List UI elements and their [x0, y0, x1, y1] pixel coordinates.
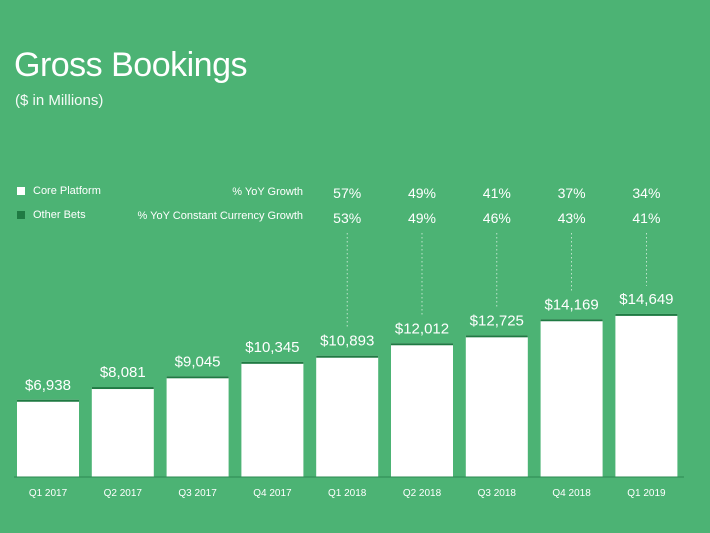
- bar-other-bets: [91, 387, 154, 390]
- x-tick-label: Q3 2017: [178, 488, 217, 499]
- x-tick-label: Q1 2018: [328, 488, 367, 499]
- bar-core-platform: [465, 335, 528, 477]
- bar-other-bets: [316, 355, 379, 358]
- yoy-cc-growth-value: 46%: [483, 210, 511, 226]
- bar-value-label: $14,169: [544, 296, 598, 313]
- bar-value-label: $10,893: [320, 333, 374, 350]
- yoy-growth-value: 49%: [408, 185, 436, 201]
- chart-subtitle: ($ in Millions): [15, 92, 104, 109]
- x-tick-label: Q2 2018: [403, 488, 442, 499]
- legend-swatch-other: [17, 211, 25, 219]
- legend-swatch-core: [17, 187, 25, 195]
- bar-value-label: $10,345: [245, 339, 299, 356]
- legend-item-other-bets: Other Bets: [17, 209, 86, 221]
- yoy-growth-value: 37%: [558, 185, 586, 201]
- bar-value-label: $8,081: [100, 364, 146, 381]
- legend-label-other: Other Bets: [33, 209, 86, 221]
- yoy-cc-growth-value: 41%: [632, 210, 660, 226]
- bar-core-platform: [391, 343, 453, 477]
- x-tick-label: Q1 2019: [627, 488, 666, 499]
- bar-core-platform: [241, 361, 304, 477]
- bar-core-platform: [540, 319, 603, 477]
- bar-other-bets: [391, 343, 453, 346]
- bar-value-label: $14,649: [619, 291, 673, 308]
- bar-core-platform: [91, 387, 154, 477]
- bar-other-bets: [465, 335, 528, 338]
- bar-value-label: $12,012: [395, 320, 449, 337]
- bar-core-platform: [615, 313, 678, 477]
- yoy-growth-value: 57%: [333, 185, 361, 201]
- x-tick-label: Q1 2017: [29, 488, 68, 499]
- yoy-cc-growth-value: 43%: [558, 210, 586, 226]
- yoy-growth-value: 34%: [632, 185, 660, 201]
- bar-other-bets: [17, 399, 79, 402]
- yoy-cc-growth-value: 53%: [333, 210, 361, 226]
- bar-other-bets: [615, 313, 678, 316]
- bar-value-label: $9,045: [175, 353, 221, 370]
- yoy-growth-label: % YoY Growth: [232, 186, 303, 198]
- x-tick-label: Q3 2018: [478, 488, 517, 499]
- legend-item-core-platform: Core Platform: [17, 185, 101, 197]
- yoy-cc-growth-label: % YoY Constant Currency Growth: [137, 210, 304, 222]
- x-tick-label: Q4 2018: [552, 488, 591, 499]
- bar-other-bets: [540, 319, 603, 322]
- bar-other-bets: [241, 361, 304, 364]
- yoy-cc-growth-value: 49%: [408, 210, 436, 226]
- chart-title: Gross Bookings: [14, 46, 248, 84]
- bar-other-bets: [166, 376, 229, 379]
- bar-core-platform: [166, 376, 229, 477]
- legend-label-core: Core Platform: [33, 185, 101, 197]
- bar-core-platform: [316, 355, 379, 477]
- bar-value-label: $6,938: [25, 377, 71, 394]
- x-tick-label: Q2 2017: [104, 488, 143, 499]
- bar-value-label: $12,725: [470, 312, 524, 329]
- x-tick-label: Q4 2017: [253, 488, 292, 499]
- yoy-growth-value: 41%: [483, 185, 511, 201]
- bar-core-platform: [17, 399, 79, 477]
